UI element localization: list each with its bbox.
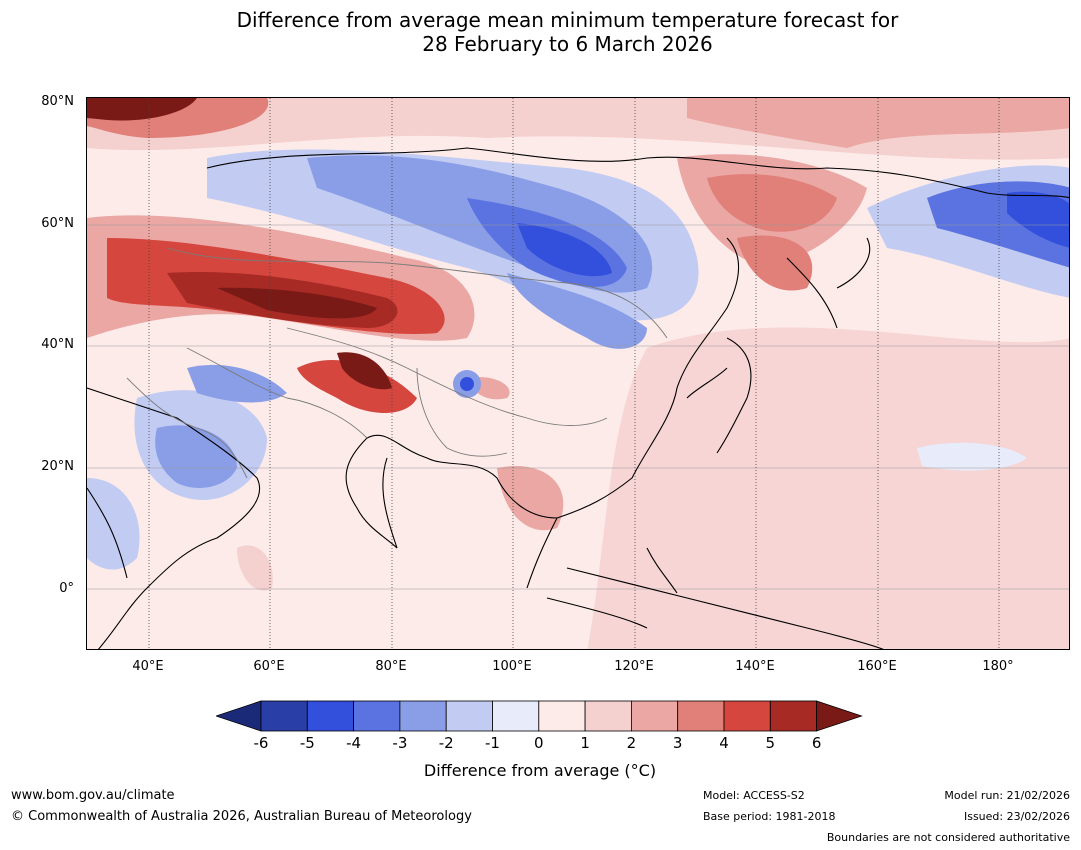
legend-tick-label: 3	[672, 734, 683, 752]
lon-label-180: 180°	[982, 659, 1014, 674]
lat-gridlines	[87, 224, 1069, 590]
legend-cell	[260, 700, 308, 732]
legend-cell	[769, 700, 817, 732]
legend-tick-label: -4	[346, 734, 362, 752]
lon-label-140e: 140°E	[735, 659, 775, 674]
temperature-anomaly-map	[86, 97, 1070, 650]
lon-gridlines	[148, 98, 1000, 649]
boundaries-disclaimer: Boundaries are not considered authoritat…	[826, 831, 1070, 844]
legend-cell	[492, 700, 540, 732]
lat-label-40n: 40°N	[41, 337, 74, 352]
legend-extend-low	[216, 700, 262, 732]
lat-label-60n: 60°N	[41, 216, 74, 231]
map-svg	[87, 98, 1069, 649]
legend-tick-label: 5	[765, 734, 776, 752]
legend-cell	[445, 700, 493, 732]
legend-tick-label: 6	[811, 734, 822, 752]
legend-tick-label: 4	[719, 734, 729, 752]
legend-extend-high	[816, 700, 863, 732]
lon-label-60e: 60°E	[253, 659, 285, 674]
lat-label-80n: 80°N	[41, 94, 74, 109]
lon-label-100e: 100°E	[492, 659, 532, 674]
title-line-1: Difference from average mean minimum tem…	[236, 8, 899, 32]
legend-cell	[630, 700, 679, 732]
issued-date: Issued: 23/02/2026	[963, 810, 1070, 823]
lat-label-20n: 20°N	[41, 459, 74, 474]
legend-title: Difference from average (°C)	[423, 761, 657, 780]
lon-label-160e: 160°E	[857, 659, 897, 674]
legend-cell	[306, 700, 355, 732]
country-borders	[126, 247, 668, 479]
lat-label-0: 0°	[59, 581, 74, 596]
legend-tick-label: 2	[626, 734, 637, 752]
legend-cell	[538, 700, 586, 732]
model-name: Model: ACCESS-S2	[703, 789, 805, 802]
legend-cell	[584, 700, 632, 732]
model-run-date: Model run: 21/02/2026	[944, 789, 1070, 802]
lon-label-80e: 80°E	[375, 659, 407, 674]
legend-tick-label: -3	[392, 734, 408, 752]
legend-tick-label: -6	[253, 734, 269, 752]
legend-cell	[399, 700, 447, 732]
lon-label-40e: 40°E	[132, 659, 164, 674]
website-link[interactable]: www.bom.gov.au/climate	[11, 788, 175, 803]
legend-cell	[723, 700, 771, 732]
legend-cell	[353, 700, 401, 732]
title-line-2: 28 February to 6 March 2026	[422, 32, 713, 56]
legend-tick-label: -5	[299, 734, 315, 752]
legend-tick-label: 0	[534, 734, 544, 752]
base-period: Base period: 1981-2018	[703, 810, 836, 823]
lon-label-120e: 120°E	[614, 659, 654, 674]
legend-tick-label: -2	[438, 734, 454, 752]
colour-legend	[216, 700, 863, 732]
map-title: Difference from average mean minimum tem…	[0, 8, 1081, 56]
legend-tick-label: 1	[580, 734, 590, 752]
coastlines	[87, 147, 1069, 649]
legend-cell	[677, 700, 725, 732]
legend-tick-label: -1	[485, 734, 500, 752]
copyright-text: © Commonwealth of Australia 2026, Austra…	[11, 809, 472, 824]
